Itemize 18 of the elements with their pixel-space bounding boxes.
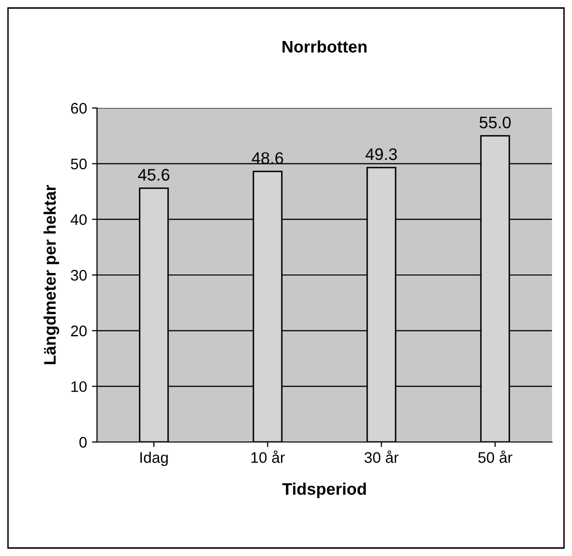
x-tick-label: 30 år bbox=[364, 450, 399, 463]
y-axis-title: Längdmeter per hektar bbox=[44, 184, 60, 364]
y-tick-label: 10 bbox=[71, 381, 87, 392]
y-tick-label: 30 bbox=[70, 270, 87, 281]
x-axis-title: Tidsperiod bbox=[282, 482, 366, 498]
data-label: 45.6 bbox=[138, 168, 170, 181]
chart-title: Norrbotten bbox=[282, 40, 367, 53]
y-tick-label: 0 bbox=[79, 436, 87, 448]
data-label: 49.3 bbox=[366, 148, 397, 160]
y-tick-label: 50 bbox=[70, 158, 87, 170]
x-tick-label: 50 år bbox=[478, 450, 512, 463]
y-tick-label: 60 bbox=[71, 102, 87, 114]
x-tick-label: Idag bbox=[140, 452, 168, 466]
data-label: 48.6 bbox=[252, 152, 284, 164]
y-tick-label: 20 bbox=[71, 326, 87, 336]
data-label: 55.0 bbox=[480, 116, 511, 128]
y-tick-label: 40 bbox=[70, 214, 87, 226]
x-tick-label: 10 år bbox=[251, 450, 285, 463]
